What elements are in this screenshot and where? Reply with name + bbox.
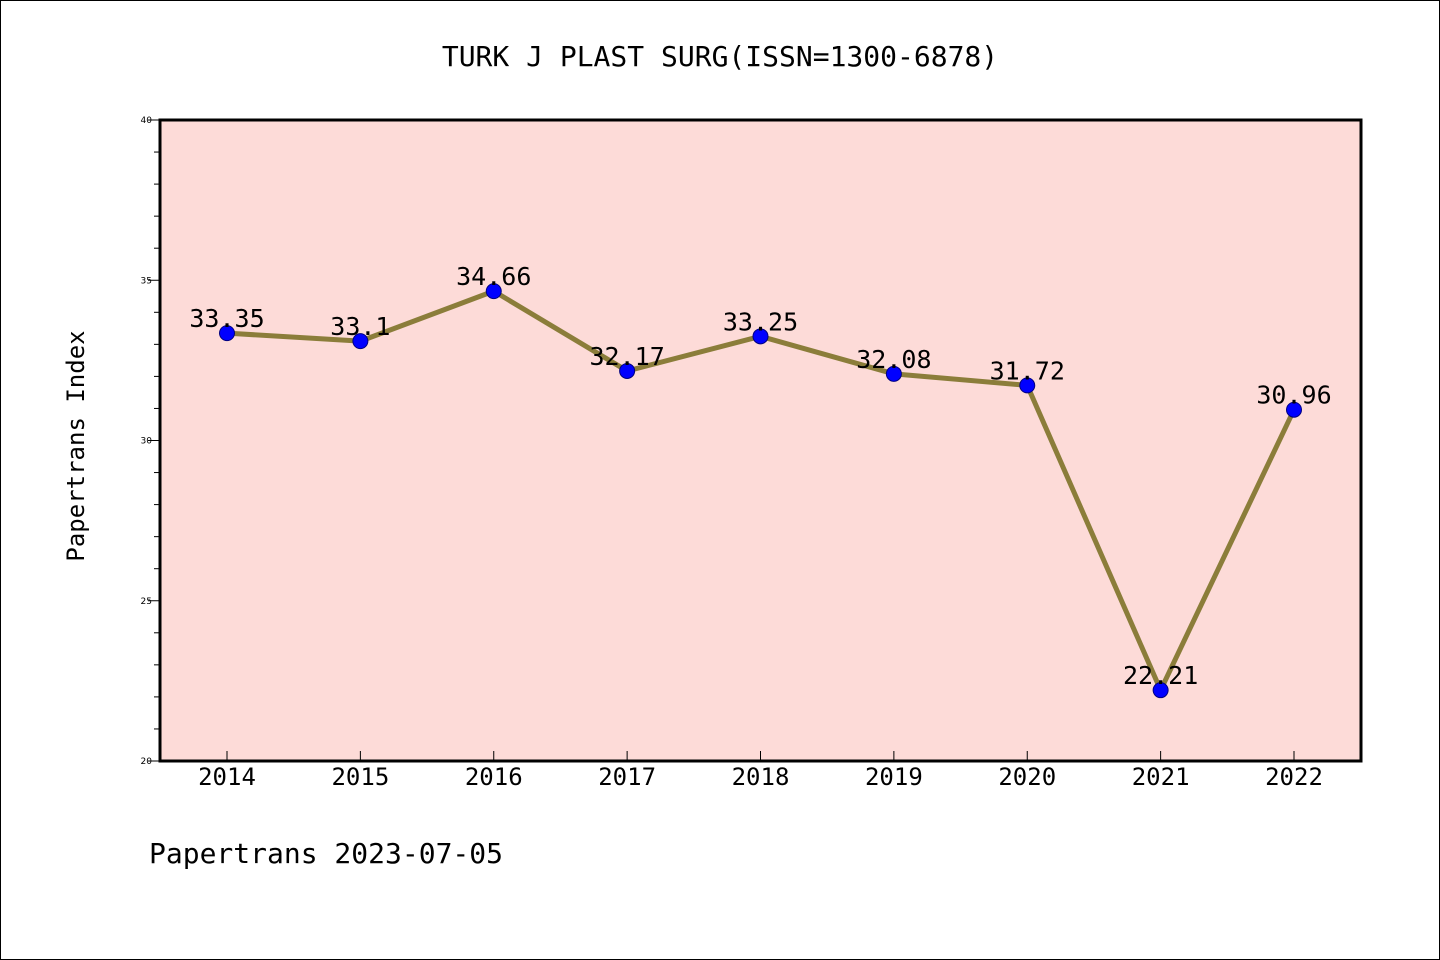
- data-point-2018: [752, 328, 769, 345]
- x-tick-label: 2019: [865, 763, 923, 791]
- data-point-2015: [352, 333, 369, 350]
- data-labels: 33.35 33.1 34.66 32.17 33.25 32.08 31.72 22.21 3…: [189, 262, 1331, 690]
- data-label-2021: 22.21: [1123, 661, 1198, 690]
- x-tick-label: 2020: [998, 763, 1056, 791]
- data-label-2016: 34.66: [456, 262, 531, 291]
- x-tick-label: 2018: [732, 763, 790, 791]
- x-tick-label: 2017: [598, 763, 656, 791]
- data-point-2016: [485, 283, 502, 300]
- data-point-2014: [219, 325, 235, 342]
- chart-title: TURK J PLAST SURG(ISSN=1300-6878): [442, 40, 998, 73]
- x-tick-label: 2015: [331, 763, 389, 791]
- data-label-2019: 32.08: [856, 345, 931, 374]
- y-axis-label: Papertrans Index: [62, 330, 90, 561]
- y-tick-label: 20: [141, 757, 153, 767]
- data-label-2014: 33.35: [189, 304, 264, 333]
- data-points: [219, 283, 1302, 699]
- data-label-2018: 33.25: [723, 307, 798, 336]
- data-point-2019: [885, 365, 902, 382]
- data-point-2020: [1019, 377, 1036, 394]
- x-tick-label: 2014: [198, 763, 256, 791]
- plot-area: [158, 118, 1363, 763]
- x-tick-label: 2016: [465, 763, 523, 791]
- x-tick-label: 2022: [1265, 763, 1323, 791]
- x-axis-ticks: [226, 751, 1295, 761]
- footer-date-label: Papertrans 2023-07-05: [149, 837, 503, 870]
- data-point-2022: [1286, 401, 1302, 418]
- x-axis-tick-labels: 2014 2015 2016 2017 2018 2019 2020 2021 2022: [198, 763, 1323, 791]
- y-tick-label: 25: [141, 597, 152, 607]
- y-tick-label: 35: [141, 276, 152, 286]
- data-label-2017: 32.17: [589, 342, 664, 371]
- data-label-2022: 30.96: [1256, 381, 1331, 410]
- data-point-2017: [619, 362, 636, 379]
- data-point-2021: [1152, 682, 1169, 699]
- y-tick-label: 40: [141, 116, 153, 126]
- y-axis-ticks: [148, 119, 160, 762]
- data-label-2020: 31.72: [990, 356, 1065, 385]
- y-tick-label: 30: [141, 437, 153, 447]
- x-tick-label: 2021: [1132, 763, 1190, 791]
- y-axis-tick-labels: 20 25 30 35 40: [141, 116, 153, 767]
- data-label-2015: 33.1: [330, 312, 390, 341]
